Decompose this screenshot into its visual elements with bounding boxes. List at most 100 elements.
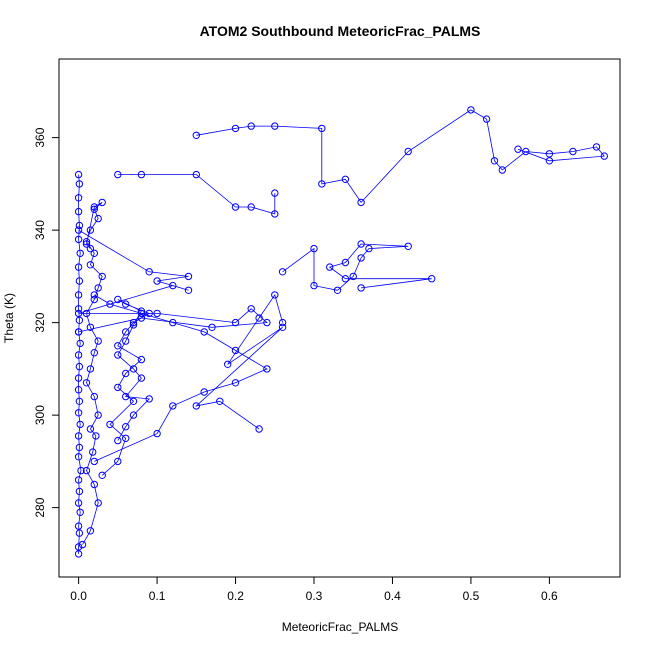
data-point — [86, 323, 95, 331]
data-point — [90, 205, 99, 214]
data-point — [129, 411, 138, 419]
data-point — [522, 147, 530, 156]
y-tick-label: 340 — [33, 220, 47, 240]
data-point — [122, 392, 130, 401]
data-point — [114, 457, 122, 466]
data-point — [278, 323, 287, 331]
data-point — [74, 374, 83, 382]
data-point — [76, 339, 84, 348]
data-point — [74, 226, 83, 234]
data-point — [357, 240, 365, 248]
y-tick-label: 360 — [33, 127, 47, 147]
data-point — [75, 362, 84, 371]
data-point — [74, 453, 83, 461]
data-point — [90, 480, 99, 489]
y-axis: 280 300 320 340 360 — [33, 127, 60, 518]
data-point — [75, 487, 84, 496]
data-point — [569, 147, 577, 156]
data-point — [137, 170, 146, 179]
data-point — [545, 157, 554, 165]
data-point — [76, 508, 84, 516]
data-point — [86, 365, 95, 373]
data-point — [145, 268, 153, 276]
data-point — [341, 275, 350, 283]
data-point — [498, 166, 506, 174]
data-point — [75, 221, 84, 230]
x-axis-label: MeteoricFrac_PALMS — [282, 620, 398, 634]
data-point — [94, 411, 102, 419]
data-point — [326, 263, 334, 271]
data-point — [98, 471, 106, 479]
data-point — [114, 342, 122, 350]
y-tick-label: 300 — [33, 405, 47, 425]
data-point — [82, 238, 91, 246]
data-point — [82, 379, 91, 387]
data-point — [74, 386, 83, 394]
data-point — [318, 180, 326, 188]
data-point — [122, 337, 130, 345]
series-line — [78, 174, 82, 554]
data-point — [365, 244, 373, 253]
data-point — [255, 314, 263, 322]
data-point — [86, 226, 95, 234]
data-point — [75, 443, 84, 452]
data-point — [114, 383, 122, 392]
data-point — [86, 261, 95, 269]
data-point — [74, 263, 83, 271]
data-point — [247, 203, 255, 211]
series-layer — [74, 106, 608, 558]
data-point — [153, 309, 161, 318]
data-point — [231, 379, 240, 387]
data-point — [114, 295, 122, 304]
data-point — [74, 543, 83, 551]
x-tick-label: 0.3 — [306, 589, 323, 603]
data-point — [137, 314, 146, 322]
data-point — [224, 360, 232, 368]
data-point — [490, 157, 499, 165]
data-point — [255, 425, 263, 433]
data-point — [90, 291, 99, 299]
data-series — [78, 198, 106, 549]
data-point — [545, 150, 554, 158]
data-point — [75, 397, 84, 405]
data-point — [74, 305, 83, 313]
data-point — [90, 457, 99, 466]
data-point — [192, 131, 201, 140]
data-point — [122, 434, 130, 442]
data-point — [77, 466, 85, 475]
series-line — [101, 299, 151, 476]
data-point — [94, 284, 102, 292]
x-tick-label: 0.0 — [70, 589, 87, 603]
data-series — [98, 295, 153, 479]
data-point — [122, 328, 130, 336]
series-line — [78, 229, 268, 333]
data-point — [263, 318, 271, 327]
data-point — [263, 365, 271, 373]
data-point — [153, 429, 161, 438]
data-point — [106, 300, 114, 308]
data-point — [310, 244, 318, 253]
data-point — [74, 476, 83, 484]
data-point — [74, 351, 83, 359]
series-line — [194, 293, 283, 430]
data-series — [114, 170, 279, 218]
data-point — [98, 198, 106, 207]
data-point — [137, 355, 146, 364]
data-point — [137, 307, 146, 315]
data-point — [467, 106, 475, 114]
data-point — [514, 145, 522, 153]
data-point — [184, 272, 193, 281]
y-tick-label: 280 — [33, 497, 47, 517]
data-point — [90, 295, 99, 304]
data-point — [341, 258, 350, 267]
data-point — [74, 291, 83, 299]
data-point — [114, 351, 122, 359]
data-point — [82, 240, 91, 248]
data-point — [92, 432, 100, 440]
data-point — [310, 281, 318, 290]
data-point — [278, 318, 287, 327]
data-point — [341, 175, 350, 184]
data-point — [247, 122, 255, 130]
data-point — [89, 448, 97, 456]
